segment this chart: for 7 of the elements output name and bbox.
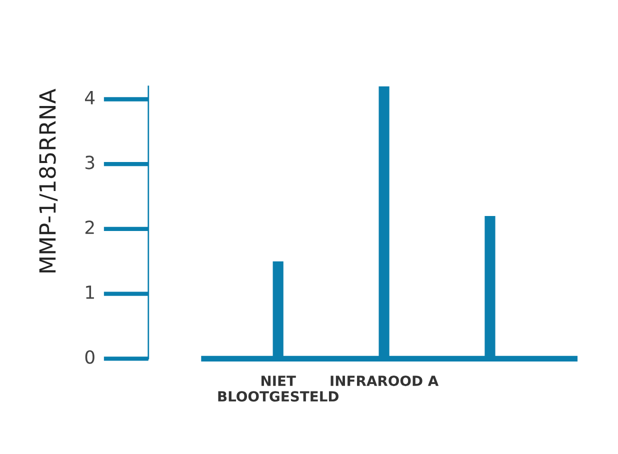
- y-tick-label: 2: [85, 220, 94, 234]
- y-tick-label: 0: [85, 350, 94, 364]
- y-tick-label: 1: [86, 286, 94, 299]
- y-tick-label: 4: [85, 91, 95, 104]
- y-tick-label: 3: [85, 156, 94, 170]
- x-tick-label: INFRAROOD A: [330, 376, 439, 386]
- y-axis-title: MMP-1/185RRNA: [39, 88, 58, 272]
